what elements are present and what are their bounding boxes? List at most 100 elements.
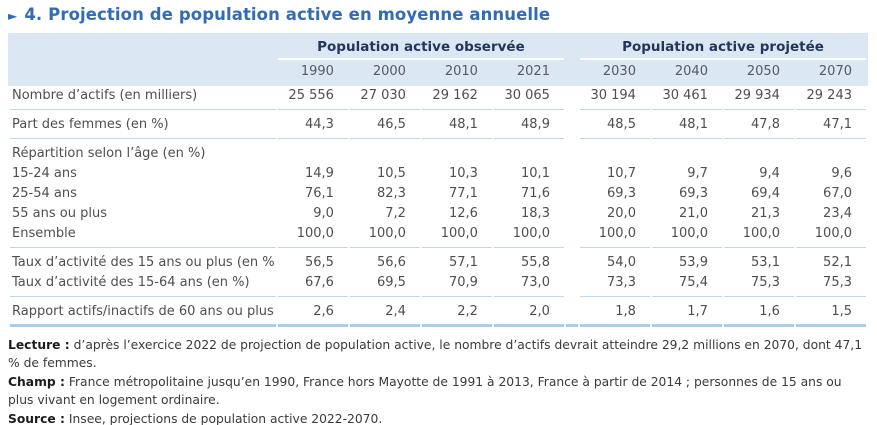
table-row: Rapport actifs/inactifs de 60 ans ou plu… <box>10 297 866 327</box>
year-header: 2040 <box>674 64 708 79</box>
cell-value <box>278 139 348 163</box>
cell-value: 48,1 <box>651 110 722 139</box>
cell-value: 69,5 <box>349 272 420 297</box>
year-header: 2030 <box>602 64 636 79</box>
table-row: Nombre d’actifs (en milliers) 25 556 27 03… <box>10 85 866 110</box>
cell-value: 18,3 <box>521 206 550 221</box>
cell-value: 30 194 <box>579 85 650 110</box>
cell-value: 100,0 <box>579 223 650 248</box>
corner-cell <box>10 60 276 85</box>
cell-value: 2,4 <box>349 297 420 327</box>
table-row: 15-24 ans 14,9 10,5 10,3 10,1 10,7 9,7 9,4 9,6 <box>10 163 866 183</box>
cell-value: 21,0 <box>679 206 708 221</box>
cell-value: 12,6 <box>448 206 478 221</box>
cell-value: 69,3 <box>679 186 708 201</box>
row-label: Nombre d’actifs (en milliers) <box>10 85 276 110</box>
table-row: 55 ans ou plus 9,0 7,2 12,6 18,3 20,0 21,0 21,3… <box>10 203 866 223</box>
year-header: 2021 <box>516 64 550 79</box>
year-header: 2010 <box>444 64 478 79</box>
cell-value: 77,1 <box>448 186 478 201</box>
row-label: 25-54 ans <box>12 186 77 201</box>
header-group-row: Population active observée Population act… <box>10 33 866 60</box>
cell-value: 48,9 <box>493 110 564 139</box>
cell-value: 100,0 <box>493 223 564 248</box>
cell-value: 56,5 <box>304 255 334 270</box>
cell-value: 2,6 <box>277 297 348 327</box>
cell-value: 2,2 <box>421 297 492 327</box>
cell-value: 44,3 <box>277 110 348 139</box>
table-title-text: 4. Projection de population active en mo… <box>24 5 551 24</box>
cell-value: 1,5 <box>795 297 866 327</box>
table-row: Taux d’activité des 15-64 ans (en %) 67,6… <box>10 272 866 297</box>
cell-value: 71,6 <box>521 186 550 201</box>
population-table: Population active observée Population act… <box>8 33 868 327</box>
cell-value: 10,1 <box>521 166 550 181</box>
cell-value <box>724 139 794 163</box>
cell-value: 70,9 <box>421 272 492 297</box>
cell-value: 9,7 <box>687 166 708 181</box>
year-header: 2070 <box>818 64 852 79</box>
cell-value: 53,9 <box>679 255 708 270</box>
cell-value: 69,4 <box>751 186 780 201</box>
group-gap <box>566 272 578 297</box>
cell-value: 67,0 <box>823 186 852 201</box>
cell-value: 100,0 <box>277 223 348 248</box>
group-gap <box>566 248 578 272</box>
row-label: 55 ans ou plus <box>12 206 107 221</box>
cell-value: 54,0 <box>607 255 636 270</box>
row-label: Répartition selon l’âge (en %) <box>12 146 206 161</box>
table-title: ► 4. Projection de population active en … <box>8 5 868 24</box>
cell-value: 48,1 <box>421 110 492 139</box>
cell-value: 9,4 <box>759 166 780 181</box>
cell-value: 75,3 <box>795 272 866 297</box>
row-label: Taux d’activité des 15-64 ans (en %) <box>10 272 276 297</box>
arrow-icon: ► <box>8 8 18 23</box>
cell-value: 7,2 <box>385 206 406 221</box>
table-row: Part des femmes (en %) 44,3 46,5 48,1 48,9 48… <box>10 110 866 139</box>
cell-value: 100,0 <box>795 223 866 248</box>
group-gap <box>566 60 578 85</box>
cell-value: 30 461 <box>651 85 722 110</box>
corner-cell <box>10 33 276 60</box>
year-header: 2000 <box>372 64 406 79</box>
group-gap <box>566 85 578 110</box>
cell-value: 100,0 <box>723 223 794 248</box>
note-text: France métropolitaine jusqu’en 1990, Fra… <box>8 374 842 408</box>
note-0: Lecture : d’après l’exercice 2022 de pro… <box>8 336 868 373</box>
cell-value: 10,5 <box>376 166 406 181</box>
cell-value: 47,8 <box>723 110 794 139</box>
cell-value <box>494 139 564 163</box>
cell-value: 25 556 <box>277 85 348 110</box>
note-label: Source : <box>8 411 65 425</box>
cell-value: 82,3 <box>376 186 406 201</box>
note-label: Lecture : <box>8 338 70 352</box>
cell-value: 57,1 <box>448 255 478 270</box>
cell-value: 20,0 <box>607 206 636 221</box>
header-year-row: 1990 2000 2010 2021 2030 2040 2050 2070 <box>10 60 866 85</box>
cell-value: 14,9 <box>304 166 334 181</box>
cell-value: 73,3 <box>579 272 650 297</box>
cell-value: 46,5 <box>349 110 420 139</box>
cell-value: 56,6 <box>376 255 406 270</box>
cell-value: 67,6 <box>277 272 348 297</box>
note-text: Insee, projections de population active … <box>68 411 383 425</box>
cell-value: 47,1 <box>795 110 866 139</box>
cell-value: 1,6 <box>723 297 794 327</box>
table-row: Ensemble 100,0 100,0 100,0 100,0 100,0 100,0 10… <box>10 223 866 248</box>
row-label: 15-24 ans <box>12 166 77 181</box>
cell-value: 100,0 <box>349 223 420 248</box>
group-gap <box>566 139 578 163</box>
cell-value <box>652 139 722 163</box>
cell-value: 23,4 <box>823 206 852 221</box>
group-gap <box>566 33 578 60</box>
row-label: Part des femmes (en %) <box>10 110 276 139</box>
cell-value: 1,7 <box>651 297 722 327</box>
column-group-header-0: Population active observée <box>277 33 564 60</box>
cell-value: 75,4 <box>651 272 722 297</box>
cell-value: 30 065 <box>493 85 564 110</box>
group-gap <box>566 183 578 203</box>
note-label: Champ : <box>8 374 65 389</box>
group-gap <box>566 203 578 223</box>
cell-value: 69,3 <box>607 186 636 201</box>
cell-value: 53,1 <box>751 255 780 270</box>
